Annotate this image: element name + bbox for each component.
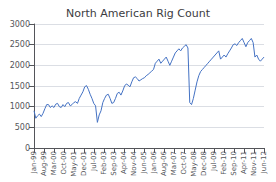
svg-text:1500: 1500	[10, 82, 30, 91]
svg-text:Apr-04: Apr-04	[120, 150, 128, 174]
svg-text:Jan-99: Jan-99	[30, 151, 38, 174]
svg-text:Sep-10: Sep-10	[230, 151, 238, 176]
svg-text:Feb-10: Feb-10	[220, 151, 228, 175]
svg-text:0: 0	[24, 143, 30, 153]
svg-text:3000: 3000	[10, 20, 30, 29]
svg-text:Mar-00: Mar-00	[50, 151, 58, 175]
svg-text:Dec-08: Dec-08	[200, 151, 208, 176]
svg-text:Sep-03: Sep-03	[110, 151, 118, 176]
svg-text:500: 500	[15, 123, 30, 132]
svg-text:Oct-07: Oct-07	[180, 151, 188, 175]
svg-text:1000: 1000	[10, 102, 30, 111]
svg-text:Jul-09: Jul-09	[210, 151, 218, 172]
svg-text:Aug-06: Aug-06	[160, 150, 168, 176]
svg-text:Jul-02: Jul-02	[90, 151, 98, 172]
svg-text:2500: 2500	[10, 40, 30, 49]
svg-text:2000: 2000	[10, 61, 30, 70]
svg-text:Jun-12: Jun-12	[260, 151, 268, 174]
svg-text:North American Rig Count: North American Rig Count	[66, 7, 211, 20]
svg-text:May-08: May-08	[190, 151, 198, 177]
svg-text:Nov-11: Nov-11	[250, 151, 258, 176]
svg-text:Apr-11: Apr-11	[240, 151, 248, 174]
svg-text:Oct-00: Oct-00	[60, 151, 68, 175]
svg-text:Mar-07: Mar-07	[170, 151, 178, 175]
svg-text:Jan-06: Jan-06	[150, 150, 158, 174]
svg-text:Aug-99: Aug-99	[40, 151, 48, 176]
svg-text:Feb-03: Feb-03	[100, 151, 108, 175]
svg-text:Jun-05: Jun-05	[140, 151, 148, 174]
svg-text:Nov-04: Nov-04	[130, 150, 138, 175]
svg-text:Dec-01: Dec-01	[80, 151, 88, 176]
svg-text:May-01: May-01	[70, 151, 78, 177]
